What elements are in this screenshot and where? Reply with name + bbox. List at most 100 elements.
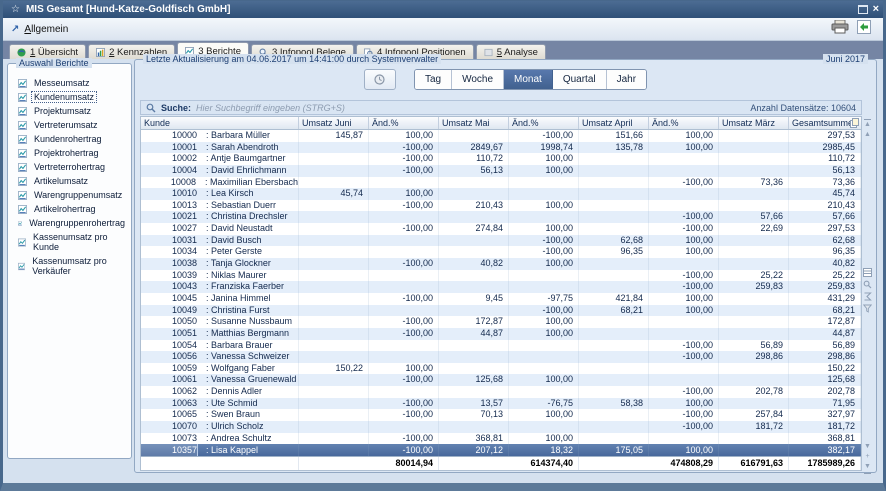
scroll-down-icon[interactable]: ▼ [864,443,871,450]
sidebar-item[interactable]: Kassenumsatz pro Verkäufer [8,254,131,278]
table-row[interactable]: 10045: Janina Himmel -100,00 9,45 -97,75 421… [141,292,861,305]
add-row-icon[interactable]: + [865,453,870,460]
sidebar-item[interactable]: Vertreterumsatz [8,118,131,132]
cell-value [579,153,649,165]
close-window-icon[interactable]: × [872,3,879,15]
sidebar-item[interactable]: Artikelumsatz [8,174,131,188]
report-item-icon [18,204,27,214]
column-header[interactable]: Umsatz März [719,117,789,129]
search-input[interactable]: Hier Suchbegriff eingeben (STRG+S) [196,102,345,113]
table-row[interactable]: 10021: Christina Drechsler -100,00 57,66 57… [141,211,861,224]
filter-tool-icon[interactable] [863,304,872,313]
search-tool-icon[interactable] [863,280,872,289]
cell-value [719,316,789,328]
grid-tool-icon[interactable] [863,268,872,277]
table-row[interactable]: 10034: Peter Gerste -100,00 96,35 100,00 96,… [141,246,861,259]
period-button-jahr[interactable]: Jahr [606,70,647,89]
table-row[interactable]: 10062: Dennis Adler -100,00 202,78 202,78 [141,386,861,398]
table-row[interactable]: 10027: David Neustadt -100,00 274,84 100,00… [141,223,861,235]
column-header[interactable]: Änd.% [369,117,439,129]
cell-value [299,292,369,305]
cell-value [579,362,649,375]
column-header[interactable]: Umsatz Juni [299,117,369,129]
cell-value: 62,68 [579,234,649,247]
table-row[interactable]: 10063: Ute Schmid -100,00 13,57 -76,75 58,38… [141,397,861,410]
table-row[interactable]: 10050: Susanne Nussbaum -100,00 172,87 100,… [141,316,861,328]
print-button[interactable] [831,19,849,39]
sidebar-item[interactable]: Warengruppenumsatz [8,188,131,202]
table-row[interactable]: 10070: Ulrich Scholz -100,00 181,72 181,72 [141,421,861,433]
column-header[interactable]: Kunde [141,117,299,129]
table-row[interactable]: 10056: Vanessa Schweizer -100,00 298,86 298… [141,351,861,363]
period-button-woche[interactable]: Woche [452,70,505,89]
sidebar-item[interactable]: Warengruppenrohertrag [8,216,131,230]
cell-value [369,176,439,189]
cell-value: 202,78 [789,386,861,398]
table-row[interactable]: 10043: Franziska Faerber -100,00 259,83 259… [141,281,861,293]
table-row[interactable]: 10054: Barbara Brauer -100,00 56,89 56,89 [141,339,861,352]
scroll-up-icon[interactable]: ▲ [864,131,871,138]
cell-value [719,397,789,410]
favorite-star-icon[interactable]: ☆ [11,4,20,15]
table-row[interactable]: 10013: Sebastian Duerr -100,00 210,43 100,0… [141,199,861,212]
column-header[interactable]: Änd.% [509,117,579,129]
selected-table-row[interactable]: 10357: Lisa Kappel -100,00 207,12 18,32 175,… [141,444,861,457]
period-caption: Juni 2017 [822,54,868,64]
column-header[interactable]: Umsatz April [579,117,649,129]
sidebar-item[interactable]: Vertreterrohertrag [8,160,131,174]
table-row[interactable]: 10073: Andrea Schultz -100,00 368,81 100,00… [141,432,861,445]
menu-allgemein[interactable]: ↗ Allgemein [11,24,68,35]
column-header[interactable]: Umsatz Mai [439,117,509,129]
table-row[interactable]: 10049: Christina Furst -100,00 68,21 100,00… [141,304,861,317]
cell-value [579,374,649,387]
table-row[interactable]: 10031: David Busch -100,00 62,68 100,00 62,6… [141,234,861,247]
sidebar-item[interactable]: Projektrohertrag [8,146,131,160]
cell-value: 100,00 [649,246,719,259]
refresh-button[interactable] [857,19,871,39]
sidebar-item[interactable]: Projektumsatz [8,104,131,118]
search-icon [146,103,156,112]
cell-value [439,386,509,398]
table-row[interactable]: 10065: Swen Braun -100,00 70,13 100,00 -100,… [141,409,861,422]
restore-window-icon[interactable] [857,5,868,14]
sidebar-item[interactable]: Kassenumsatz pro Kunde [8,230,131,254]
cell-value: -100,00 [649,176,719,189]
table-row[interactable]: 10008: Maximilian Ebersbach -100,00 73,36 7… [141,176,861,189]
sidebar-item[interactable]: Kundenumsatz [8,90,131,104]
period-button-quartal[interactable]: Quartal [552,70,607,89]
clock-button[interactable] [363,69,396,90]
table-row[interactable]: 10004: David Ehrlichmann -100,00 56,13 100,… [141,164,861,177]
table-row[interactable]: 10061: Vanessa Gruenewald -100,00 125,68 10… [141,374,861,387]
search-bar[interactable]: Suche: Hier Suchbegriff eingeben (STRG+S… [140,100,862,115]
cell-value: 100,00 [509,409,579,422]
customer-id: 10010 [171,188,197,199]
cell-value: 100,00 [649,234,719,247]
tab-uebersicht[interactable]: 1 Übersicht [9,44,87,59]
table-row[interactable]: 10000: Barbara Müller 145,87 100,00 -100,00… [141,130,861,142]
table-row[interactable]: 10001: Sarah Abendroth -100,00 2849,67 1998… [141,141,861,154]
tab-label: 4 Infopool Positionen [376,46,466,58]
cell-value [649,188,719,200]
sidebar-title: Auswahl Berichte [16,58,92,68]
sidebar-item[interactable]: Kundenrohertrag [8,132,131,146]
sidebar-item[interactable]: Messeumsatz [8,76,131,90]
table-row[interactable]: 10059: Wolfgang Faber 150,22 100,00 150,22 [141,362,861,375]
copy-icon[interactable] [850,118,859,128]
column-header[interactable]: Änd.% [649,117,719,129]
column-header[interactable]: Gesamtsumme [789,117,861,129]
scroll-to-bottom-icon[interactable]: ▼ [864,463,871,470]
table-row[interactable]: 10002: Antje Baumgartner -100,00 110,72 100… [141,153,861,165]
period-button-tag[interactable]: Tag [414,70,453,89]
table-row[interactable]: 10051: Matthias Bergmann -100,00 44,87 100,… [141,327,861,340]
tab-analyse[interactable]: 5 Analyse [475,44,546,59]
customer-name: : Franziska Faerber [206,281,285,292]
table-row[interactable]: 10039: Niklas Maurer -100,00 25,22 25,22 [141,269,861,282]
table-row[interactable]: 10038: Tanja Glockner -100,00 40,82 100,00 4… [141,258,861,270]
table-header[interactable]: Kunde Umsatz Juni Änd.% Umsatz Mai Änd.% Umsa… [141,117,861,130]
period-button-monat[interactable]: Monat [504,70,553,89]
table-row[interactable]: 10010: Lea Kirsch 45,74 100,00 45,74 [141,188,861,200]
sidebar-item[interactable]: Artikelrohertrag [8,202,131,216]
cell-value [509,351,579,363]
scroll-to-top-icon[interactable]: ▲ [864,121,871,128]
sum-tool-icon[interactable] [863,292,872,301]
